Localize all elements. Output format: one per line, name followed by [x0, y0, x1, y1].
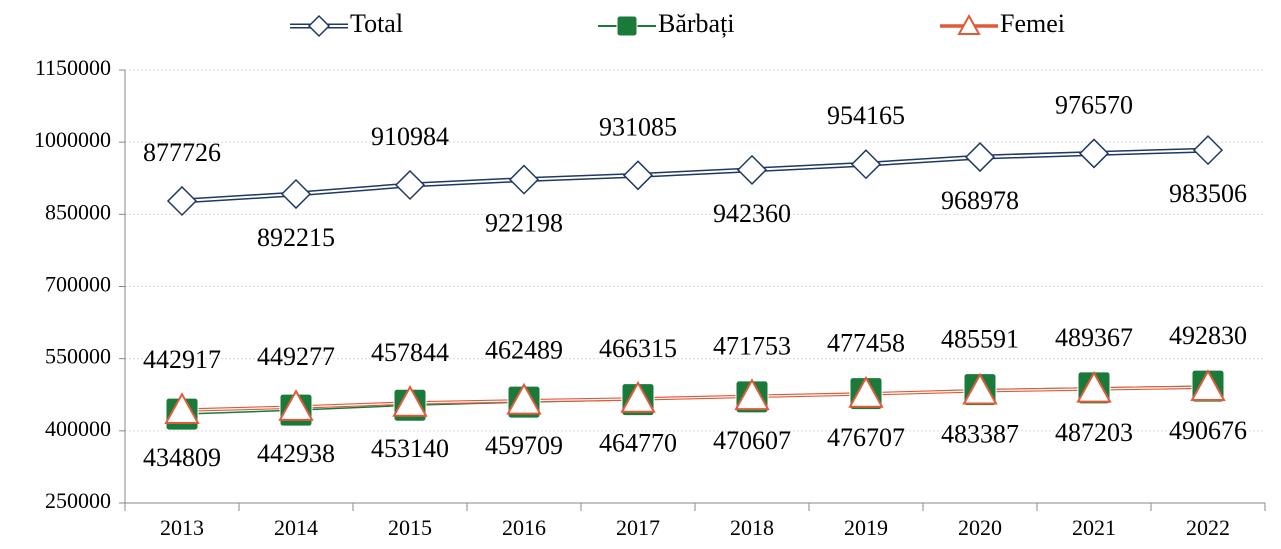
- data-label: 471753: [713, 331, 791, 360]
- marker: [620, 380, 656, 413]
- data-label: 459709: [485, 431, 563, 460]
- x-tick-label: 2016: [502, 515, 546, 540]
- marker: [307, 14, 331, 38]
- x-tick-label: 2015: [388, 515, 432, 540]
- marker: [1076, 370, 1112, 403]
- data-label: 449277: [257, 342, 335, 371]
- data-label: 442917: [143, 345, 221, 374]
- data-label: 442938: [257, 439, 335, 468]
- data-label: 490676: [1169, 416, 1247, 445]
- y-tick-label: 400000: [45, 416, 111, 441]
- x-tick-label: 2021: [1072, 515, 1116, 540]
- data-label: 877726: [143, 138, 221, 167]
- data-label: 487203: [1055, 418, 1133, 447]
- data-label: 910984: [371, 122, 449, 151]
- marker: [1192, 135, 1224, 166]
- y-tick-label: 1000000: [34, 127, 111, 152]
- data-label: 466315: [599, 334, 677, 363]
- marker: [280, 178, 312, 210]
- data-label: 968978: [941, 186, 1019, 215]
- data-label: 464770: [599, 429, 677, 458]
- marker: [506, 382, 542, 415]
- x-tick-label: 2017: [616, 515, 660, 540]
- data-label: 892215: [257, 223, 335, 252]
- data-label: 485591: [941, 325, 1019, 354]
- series-line: [181, 385, 1209, 412]
- data-label: 470607: [713, 426, 791, 455]
- data-label: 476707: [827, 423, 905, 452]
- y-tick-label: 1150000: [35, 55, 111, 80]
- data-label: 489367: [1055, 323, 1133, 352]
- y-tick-label: 700000: [45, 272, 111, 297]
- marker: [964, 142, 996, 173]
- legend-label: Bărbați: [658, 9, 735, 38]
- data-label: 922198: [485, 209, 563, 238]
- data-label: 434809: [143, 443, 221, 472]
- marker: [392, 384, 428, 417]
- data-label: 462489: [485, 336, 563, 365]
- marker: [848, 375, 884, 408]
- marker: [850, 149, 882, 180]
- y-tick-label: 850000: [45, 199, 111, 224]
- legend-label: Femei: [1000, 9, 1065, 38]
- data-label: 457844: [371, 338, 449, 367]
- data-label: 954165: [827, 101, 905, 130]
- marker: [394, 169, 426, 201]
- y-tick-label: 550000: [45, 344, 111, 369]
- marker: [1190, 369, 1226, 402]
- marker: [166, 185, 198, 217]
- marker: [1078, 138, 1110, 169]
- marker: [957, 13, 981, 35]
- y-tick-label: 250000: [45, 488, 111, 513]
- marker: [736, 154, 768, 185]
- data-label: 477458: [827, 329, 905, 358]
- x-tick-label: 2014: [274, 515, 318, 540]
- data-label: 453140: [371, 434, 449, 463]
- x-tick-label: 2018: [730, 515, 774, 540]
- data-label: 931085: [599, 112, 677, 141]
- marker: [164, 392, 200, 424]
- marker: [278, 389, 314, 421]
- series-line-inner: [181, 149, 1209, 202]
- x-tick-label: 2020: [958, 515, 1002, 540]
- data-label: 483387: [941, 420, 1019, 449]
- x-tick-label: 2022: [1186, 515, 1230, 540]
- marker: [962, 372, 998, 405]
- marker: [734, 378, 770, 411]
- x-tick-label: 2013: [160, 515, 204, 540]
- data-label: 976570: [1055, 90, 1133, 119]
- legend-label: Total: [350, 9, 403, 38]
- marker: [622, 160, 654, 191]
- data-label: 942360: [713, 199, 791, 228]
- data-label: 492830: [1169, 321, 1247, 350]
- x-tick-label: 2019: [844, 515, 888, 540]
- series-line: [181, 147, 1209, 204]
- data-label: 983506: [1169, 179, 1247, 208]
- marker: [616, 15, 638, 37]
- series-line-inner: [181, 386, 1209, 411]
- marker: [508, 164, 540, 195]
